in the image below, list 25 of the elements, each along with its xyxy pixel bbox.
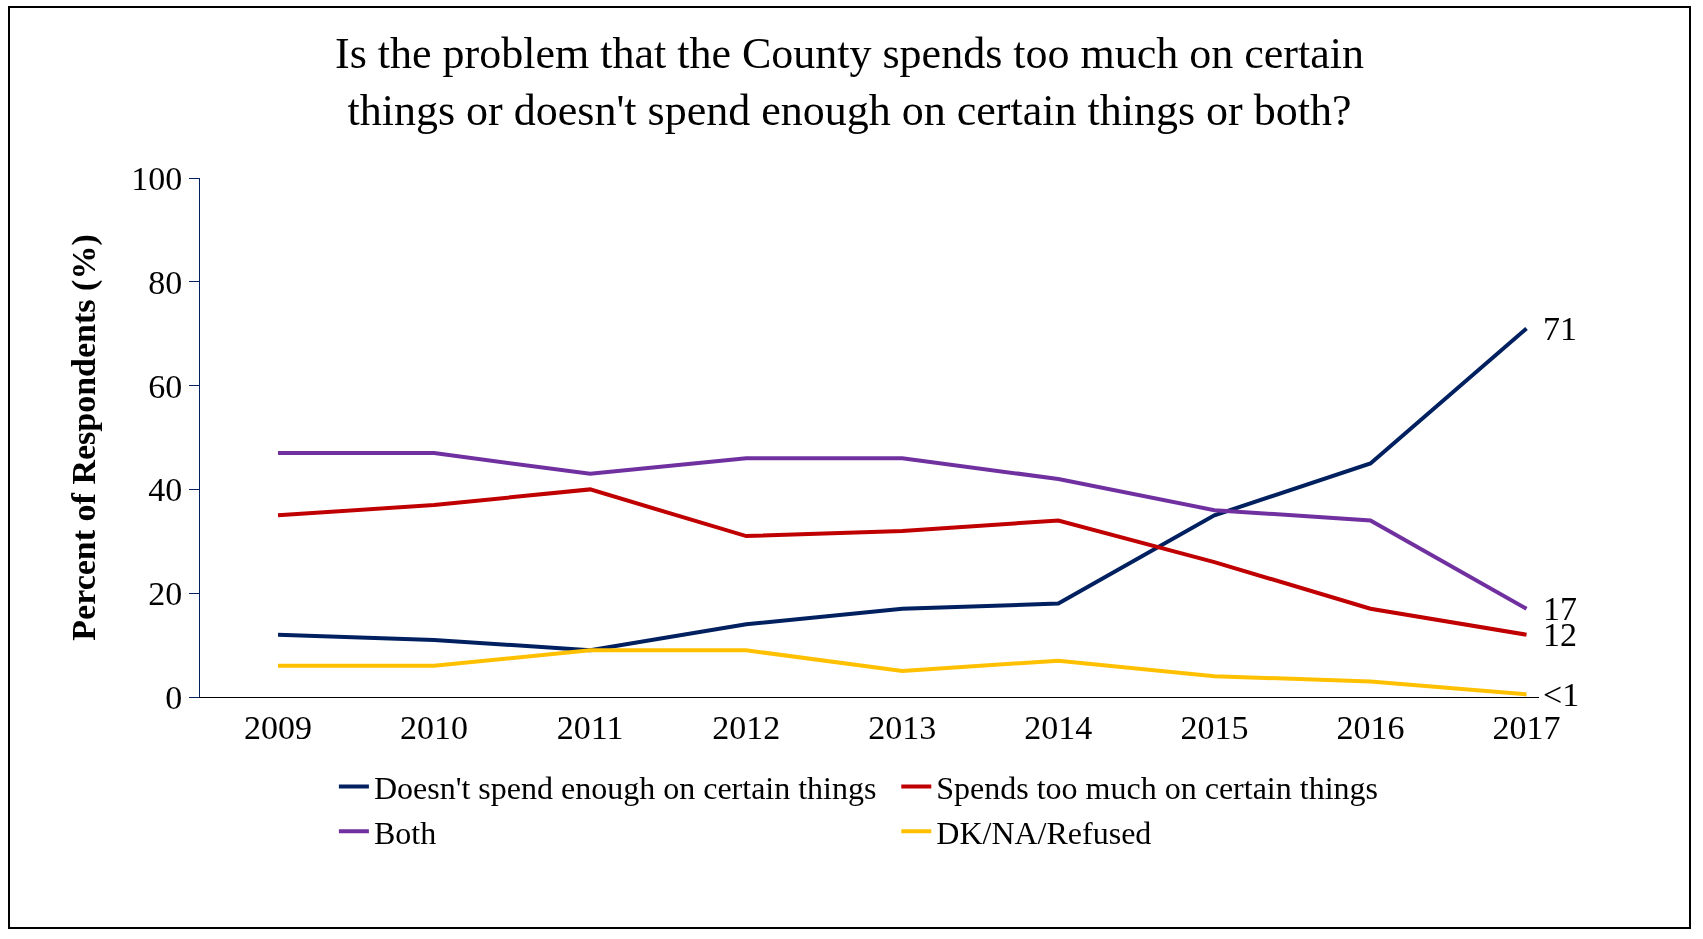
- legend-label: Both: [373, 814, 437, 851]
- y-tick-label: 80: [148, 263, 183, 301]
- x-tick-label: 2014: [1024, 708, 1093, 746]
- chart-title: Is the problem that the County spends too much on certain things or doesn't spend enough on certain things or both?: [335, 28, 1364, 135]
- x-tick-label: 2013: [868, 708, 937, 746]
- line-series: [276, 451, 1529, 611]
- x-tick-label: 2016: [1336, 708, 1405, 746]
- line-series: [276, 326, 1529, 653]
- y-tick-label: 60: [148, 367, 183, 405]
- y-axis-title: Percent of Respondents (%): [64, 234, 103, 641]
- line-series: [276, 648, 1529, 697]
- x-tick-label: 2011: [556, 708, 624, 746]
- legend-label: Doesn't spend enough on certain things: [373, 770, 877, 807]
- x-tick-label: 2015: [1180, 708, 1249, 746]
- y-tick-label: 100: [131, 159, 183, 197]
- y-tick-label: 40: [148, 471, 183, 509]
- x-tick-label: 2012: [712, 708, 781, 746]
- legend-label: DK/NA/Refused: [936, 814, 1152, 851]
- data-label: 71: [1543, 310, 1577, 347]
- y-tick-label: 0: [165, 678, 183, 716]
- y-tick-label: 20: [148, 575, 183, 613]
- legend-label: Spends too much on certain things: [936, 770, 1378, 807]
- x-tick-label: 2009: [244, 708, 313, 746]
- x-tick-label: 2010: [400, 708, 469, 746]
- line-series: [276, 487, 1529, 637]
